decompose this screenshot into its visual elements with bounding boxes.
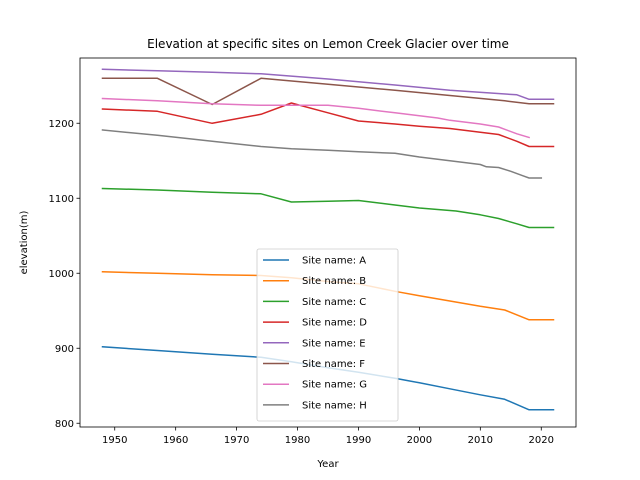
legend-label: Site name: A xyxy=(302,256,366,267)
x-tick-label: 2010 xyxy=(468,435,493,446)
legend-label: Site name: F xyxy=(302,359,365,370)
x-tick-label: 1960 xyxy=(163,435,188,446)
x-tick-label: 2020 xyxy=(529,435,554,446)
x-axis-ticks: 1950 1960 1970 1980 1990 2000 2010 2020 xyxy=(102,427,554,446)
legend-label: Site name: B xyxy=(302,276,366,287)
series-line-h xyxy=(101,129,543,179)
y-tick-label: 800 xyxy=(55,419,74,430)
y-tick-label: 1200 xyxy=(49,119,74,130)
y-axis-title: elevation(m) xyxy=(19,210,30,274)
legend-label: Site name: H xyxy=(302,400,367,411)
series-line-e xyxy=(101,68,555,101)
chart-title: Elevation at specific sites on Lemon Cre… xyxy=(147,37,509,51)
x-tick-label: 2000 xyxy=(407,435,432,446)
legend-label: Site name: D xyxy=(302,318,367,329)
x-tick-label: 1970 xyxy=(224,435,249,446)
x-tick-label: 1990 xyxy=(346,435,371,446)
series-line-c xyxy=(101,187,555,229)
y-tick-label: 1000 xyxy=(49,269,74,280)
legend-label: Site name: G xyxy=(302,380,367,391)
series-line-d xyxy=(101,102,555,148)
x-tick-label: 1950 xyxy=(102,435,127,446)
x-tick-label: 1980 xyxy=(285,435,310,446)
x-axis-title: Year xyxy=(316,459,339,470)
series-line-g xyxy=(101,97,531,139)
legend-label: Site name: E xyxy=(302,338,366,349)
plot-area-frame xyxy=(79,57,577,428)
legend-box xyxy=(256,248,399,422)
y-tick-label: 1100 xyxy=(49,194,74,205)
legend-label: Site name: C xyxy=(302,297,366,308)
y-tick-label: 900 xyxy=(55,344,74,355)
y-axis-ticks: 800 900 1000 1100 1200 xyxy=(49,119,80,430)
series-line-f xyxy=(101,77,555,106)
legend: Site name: A Site name: B Site name: C Site… xyxy=(256,248,399,422)
